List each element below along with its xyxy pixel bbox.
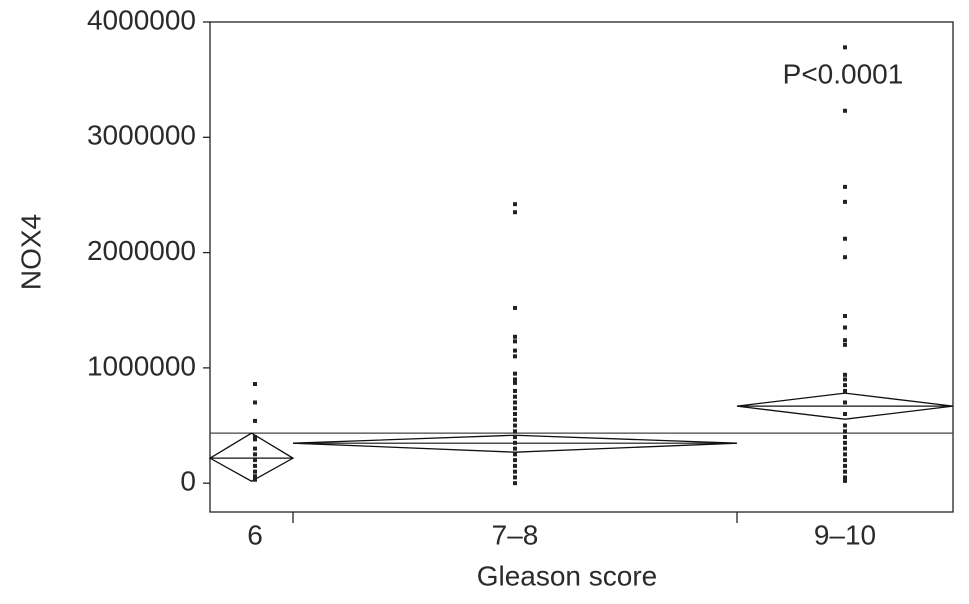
data-point xyxy=(843,446,847,451)
data-point xyxy=(253,435,257,440)
data-point xyxy=(253,452,257,457)
y-tick-label: 2000000 xyxy=(87,235,196,266)
y-axis-label: NOX4 xyxy=(15,214,46,290)
data-point xyxy=(513,481,517,486)
plot-frame xyxy=(209,21,954,513)
data-point xyxy=(843,423,847,428)
data-point xyxy=(843,184,847,189)
data-point xyxy=(843,469,847,474)
data-point xyxy=(843,475,847,480)
data-point xyxy=(513,452,517,457)
x-tick-label: 7–8 xyxy=(492,519,539,550)
data-point xyxy=(513,469,517,474)
data-point xyxy=(843,255,847,260)
data-point xyxy=(513,446,517,451)
data-point xyxy=(513,394,517,399)
data-point xyxy=(843,452,847,457)
data-point xyxy=(513,417,517,422)
means-diamond xyxy=(208,432,295,482)
data-point xyxy=(843,377,847,382)
data-point xyxy=(843,478,847,483)
data-point xyxy=(253,477,257,482)
data-point xyxy=(513,429,517,434)
data-point xyxy=(513,354,517,359)
data-point xyxy=(843,412,847,416)
data-point xyxy=(513,388,517,393)
data-point xyxy=(513,435,517,440)
data-point xyxy=(843,108,847,113)
data-point xyxy=(253,400,257,405)
data-point xyxy=(513,423,517,428)
data-point xyxy=(843,338,847,343)
data-point xyxy=(843,45,847,50)
data-point xyxy=(513,463,517,468)
data-point xyxy=(253,463,257,468)
data-point xyxy=(843,463,847,468)
data-point xyxy=(513,380,517,385)
y-tick-label: 1000000 xyxy=(87,350,196,381)
data-point xyxy=(513,339,517,344)
data-point xyxy=(843,435,847,440)
y-tick-label: 0 xyxy=(180,466,196,497)
x-tick-label: 9–10 xyxy=(814,519,876,550)
data-point xyxy=(513,305,517,310)
data-point xyxy=(513,400,517,405)
data-point xyxy=(843,388,847,393)
data-point xyxy=(843,383,847,388)
data-point xyxy=(253,437,257,442)
data-point xyxy=(843,236,847,241)
data-point xyxy=(513,377,517,382)
annotation: P<0.0001 xyxy=(783,58,904,89)
data-point xyxy=(253,474,257,479)
data-point xyxy=(253,458,257,463)
data-point xyxy=(513,210,517,215)
data-point xyxy=(843,199,847,204)
data-point xyxy=(513,371,517,376)
data-point xyxy=(513,458,517,463)
data-point xyxy=(843,314,847,318)
data-point xyxy=(513,412,517,416)
x-axis-label: Gleason score xyxy=(477,560,658,591)
data-point xyxy=(843,342,847,347)
y-tick-label: 3000000 xyxy=(87,120,196,151)
data-point xyxy=(843,400,847,405)
data-point xyxy=(253,382,257,387)
data-point xyxy=(843,429,847,434)
data-point xyxy=(843,372,847,377)
data-point xyxy=(513,440,517,445)
data-point xyxy=(513,334,517,339)
data-point xyxy=(513,475,517,480)
x-tick-label: 6 xyxy=(247,519,263,550)
data-point xyxy=(253,418,257,423)
data-point xyxy=(843,325,847,330)
data-point xyxy=(253,446,257,451)
data-point xyxy=(513,348,517,353)
data-point xyxy=(843,458,847,463)
data-point xyxy=(513,406,517,411)
data-point xyxy=(253,469,257,474)
data-point xyxy=(843,440,847,445)
y-tick-label: 4000000 xyxy=(87,4,196,35)
data-point xyxy=(513,202,517,207)
